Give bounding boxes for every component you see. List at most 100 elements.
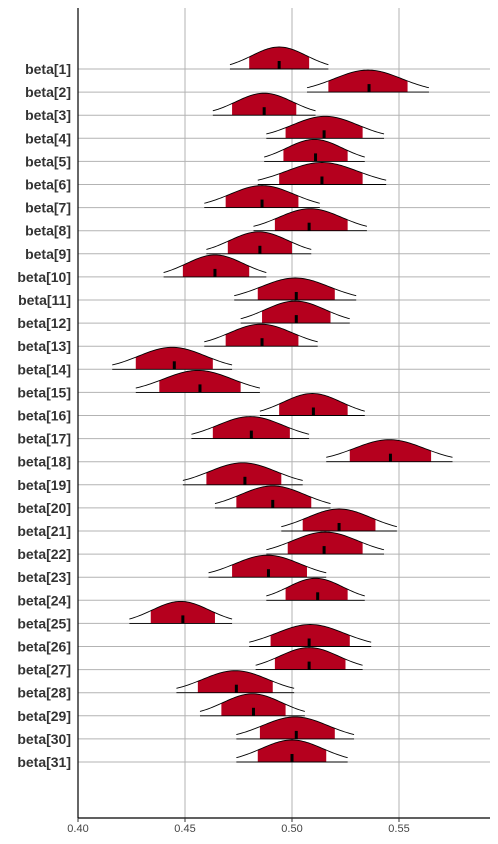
- density-fill: [285, 578, 348, 601]
- density-outline: [208, 554, 327, 574]
- density-fill: [262, 301, 331, 324]
- y-tick-label: beta[14]: [17, 361, 71, 377]
- median-marker: [181, 615, 185, 624]
- density-outline: [204, 323, 318, 343]
- x-tick-label: 0.40: [67, 823, 88, 835]
- density-outline: [259, 393, 365, 412]
- density-outline: [135, 369, 261, 389]
- median-marker: [266, 569, 270, 578]
- median-marker: [307, 661, 311, 670]
- density-fill: [249, 47, 310, 69]
- density-outline: [240, 300, 350, 320]
- y-tick-label: beta[19]: [17, 477, 71, 493]
- median-marker: [294, 730, 298, 739]
- density-fill: [182, 254, 250, 277]
- y-tick-labels: beta[1] beta[2] beta[3] beta[4] beta[5] beta[…: [17, 61, 71, 770]
- density-fill: [259, 716, 335, 739]
- density-fill: [274, 647, 346, 670]
- y-tick-label: beta[9]: [25, 246, 71, 262]
- density-outline: [264, 138, 365, 158]
- median-marker: [172, 361, 176, 370]
- y-tick-label: beta[28]: [17, 685, 71, 701]
- density-fill: [257, 740, 327, 762]
- median-marker: [213, 268, 217, 277]
- density-outline: [129, 600, 233, 620]
- y-tick-label: beta[23]: [17, 569, 71, 585]
- density-outline: [281, 508, 397, 528]
- density-fill: [159, 370, 241, 393]
- density-outline: [163, 254, 267, 273]
- y-tick-label: beta[27]: [17, 662, 71, 678]
- density-outline: [199, 693, 305, 712]
- density-outline: [182, 462, 303, 481]
- density-outline: [266, 577, 365, 597]
- density-outline: [249, 624, 372, 643]
- density-fill: [274, 208, 348, 231]
- y-tick-label: beta[1]: [25, 61, 71, 77]
- density-outline: [206, 231, 312, 250]
- density-fill: [257, 278, 335, 300]
- median-marker: [294, 292, 298, 300]
- median-marker: [307, 222, 311, 231]
- density-fill: [279, 162, 363, 185]
- density-outline: [306, 69, 430, 89]
- median-marker: [290, 754, 294, 762]
- median-marker: [307, 638, 311, 647]
- density-outline: [266, 531, 385, 551]
- median-marker: [271, 499, 275, 508]
- density-fill: [232, 93, 297, 116]
- median-marker: [260, 338, 264, 347]
- x-tick-label: 0.55: [388, 823, 409, 835]
- density-ridges: [112, 46, 453, 763]
- median-marker: [311, 407, 315, 416]
- density-fill: [270, 624, 350, 647]
- median-marker: [277, 61, 281, 69]
- density-outline: [234, 277, 357, 297]
- y-tick-label: beta[26]: [17, 639, 71, 655]
- y-tick-label: beta[12]: [17, 315, 71, 331]
- y-tick-label: beta[13]: [17, 338, 71, 354]
- y-tick-label: beta[29]: [17, 708, 71, 724]
- density-fill: [328, 70, 408, 93]
- density-outline: [204, 185, 320, 204]
- density-outline: [257, 162, 387, 181]
- median-marker: [262, 107, 266, 116]
- density-outline: [253, 208, 368, 227]
- y-tick-label: beta[15]: [17, 384, 71, 400]
- y-tick-label: beta[5]: [25, 153, 71, 169]
- median-marker: [234, 684, 238, 693]
- density-outline: [176, 670, 295, 689]
- median-marker: [367, 84, 371, 93]
- y-tick-label: beta[16]: [17, 408, 71, 424]
- y-tick-label: beta[30]: [17, 731, 71, 747]
- density-fill: [232, 555, 307, 578]
- density-outline: [326, 439, 453, 458]
- y-tick-label: beta[22]: [17, 546, 71, 562]
- density-outline: [112, 346, 233, 366]
- median-marker: [258, 245, 262, 254]
- y-tick-label: beta[10]: [17, 269, 71, 285]
- density-outline: [236, 716, 355, 735]
- density-outline: [212, 92, 316, 112]
- density-fill: [287, 532, 363, 555]
- median-marker: [243, 476, 247, 485]
- y-tick-label: beta[17]: [17, 431, 71, 447]
- y-tick-label: beta[4]: [25, 130, 71, 146]
- density-fill: [150, 601, 215, 624]
- density-outline: [236, 739, 348, 759]
- y-tick-label: beta[6]: [25, 177, 71, 193]
- density-fill: [302, 509, 376, 531]
- axes: [77, 8, 490, 819]
- median-marker: [251, 707, 255, 716]
- density-fill: [225, 324, 299, 347]
- density-outline: [229, 46, 329, 66]
- density-fill: [283, 139, 348, 162]
- density-fill: [236, 485, 312, 508]
- density-outline: [214, 485, 331, 504]
- density-fill: [197, 670, 273, 693]
- y-tick-label: beta[20]: [17, 500, 71, 516]
- density-outline: [255, 647, 363, 666]
- median-marker: [260, 199, 264, 208]
- y-tick-label: beta[18]: [17, 454, 71, 470]
